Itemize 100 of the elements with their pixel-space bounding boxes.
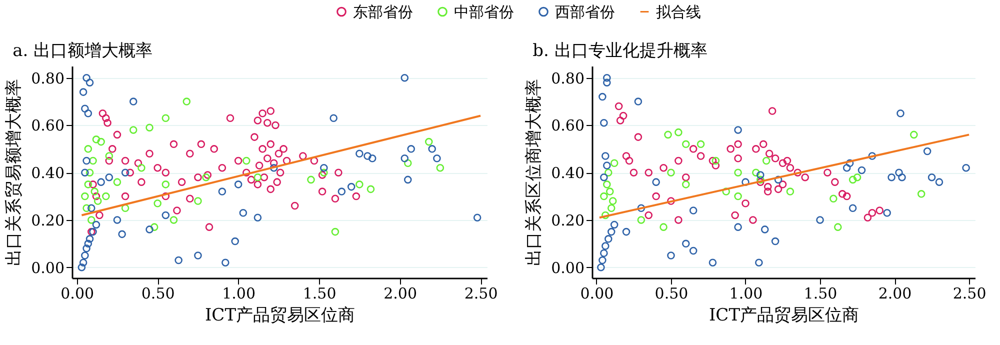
- point: [82, 204, 90, 212]
- point: [94, 197, 102, 205]
- point: [602, 152, 610, 160]
- point: [888, 173, 896, 182]
- point: [129, 98, 138, 106]
- chart-title: b. 出口专业化提升概率: [532, 41, 708, 61]
- x-tick-label: 1.00: [222, 284, 256, 302]
- y-tick-label: 0.00: [551, 258, 584, 277]
- point: [404, 159, 412, 167]
- point: [935, 178, 944, 186]
- point: [436, 164, 444, 172]
- point: [146, 124, 154, 132]
- point: [202, 173, 210, 182]
- point: [428, 145, 436, 153]
- point: [614, 102, 623, 110]
- x-axis-title: ICT产品贸易区位商: [204, 306, 356, 326]
- y-tick-label: 0.40: [31, 164, 64, 182]
- point: [842, 192, 851, 200]
- point: [87, 216, 96, 224]
- point: [778, 180, 787, 188]
- point: [347, 182, 356, 191]
- point: [778, 159, 787, 167]
- point: [118, 230, 126, 238]
- point: [366, 185, 375, 194]
- point: [910, 130, 918, 139]
- point: [667, 197, 675, 205]
- point: [689, 246, 698, 255]
- point: [755, 258, 763, 266]
- point: [84, 240, 92, 248]
- point: [895, 168, 903, 176]
- point: [842, 164, 851, 172]
- point: [81, 168, 89, 176]
- point: [222, 258, 230, 266]
- point: [660, 164, 668, 172]
- point: [622, 152, 630, 160]
- point: [708, 258, 717, 266]
- x-tick-label: 1.50: [302, 284, 336, 302]
- point: [603, 180, 611, 188]
- point: [254, 173, 262, 182]
- point: [81, 104, 89, 113]
- point: [749, 216, 757, 224]
- point: [830, 194, 838, 203]
- point: [674, 216, 682, 224]
- point: [637, 216, 646, 224]
- y-tick-label: 0.20: [551, 211, 584, 230]
- point: [424, 138, 433, 146]
- y-tick-label: 0.80: [31, 69, 64, 88]
- point: [834, 223, 842, 231]
- point: [234, 180, 242, 188]
- point: [608, 197, 617, 205]
- point: [218, 188, 226, 196]
- x-tick-label: 1.50: [804, 284, 838, 302]
- point: [87, 204, 96, 212]
- point: [600, 118, 608, 127]
- point: [84, 145, 92, 153]
- point: [598, 256, 606, 264]
- point: [616, 116, 624, 124]
- point: [762, 156, 770, 165]
- x-tick-label: 1.00: [729, 284, 763, 302]
- point: [774, 176, 782, 184]
- point: [786, 164, 794, 172]
- point: [848, 176, 857, 184]
- point: [734, 140, 742, 148]
- legend-label: 中部省份: [454, 2, 514, 21]
- point: [154, 200, 162, 208]
- point: [129, 126, 138, 134]
- point: [667, 168, 675, 176]
- point: [356, 150, 364, 158]
- x-tick-label: 0.00: [60, 284, 94, 302]
- point: [625, 156, 634, 165]
- point: [619, 112, 628, 120]
- point: [330, 114, 338, 122]
- point: [79, 258, 88, 266]
- point: [652, 178, 660, 186]
- point: [864, 214, 872, 222]
- point: [674, 156, 682, 165]
- point: [816, 216, 824, 224]
- point: [138, 164, 146, 172]
- point: [600, 192, 608, 200]
- point: [674, 128, 682, 136]
- point: [239, 208, 248, 217]
- y-tick-label: 0.20: [31, 211, 64, 230]
- point: [660, 223, 668, 231]
- x-tick-label: 0.00: [580, 284, 614, 302]
- point: [756, 178, 764, 186]
- point: [682, 180, 690, 188]
- point: [602, 242, 610, 250]
- point: [121, 204, 130, 212]
- point: [603, 74, 611, 82]
- point: [102, 192, 110, 200]
- point: [896, 109, 904, 118]
- point: [768, 107, 776, 115]
- point: [338, 188, 346, 196]
- point: [838, 190, 846, 198]
- x-tick-label: 2.00: [878, 284, 912, 302]
- y-tick-label: 0.40: [551, 164, 584, 182]
- y-tick-label: 0.80: [551, 69, 584, 88]
- point: [606, 188, 614, 196]
- point: [81, 192, 89, 200]
- point: [742, 200, 750, 208]
